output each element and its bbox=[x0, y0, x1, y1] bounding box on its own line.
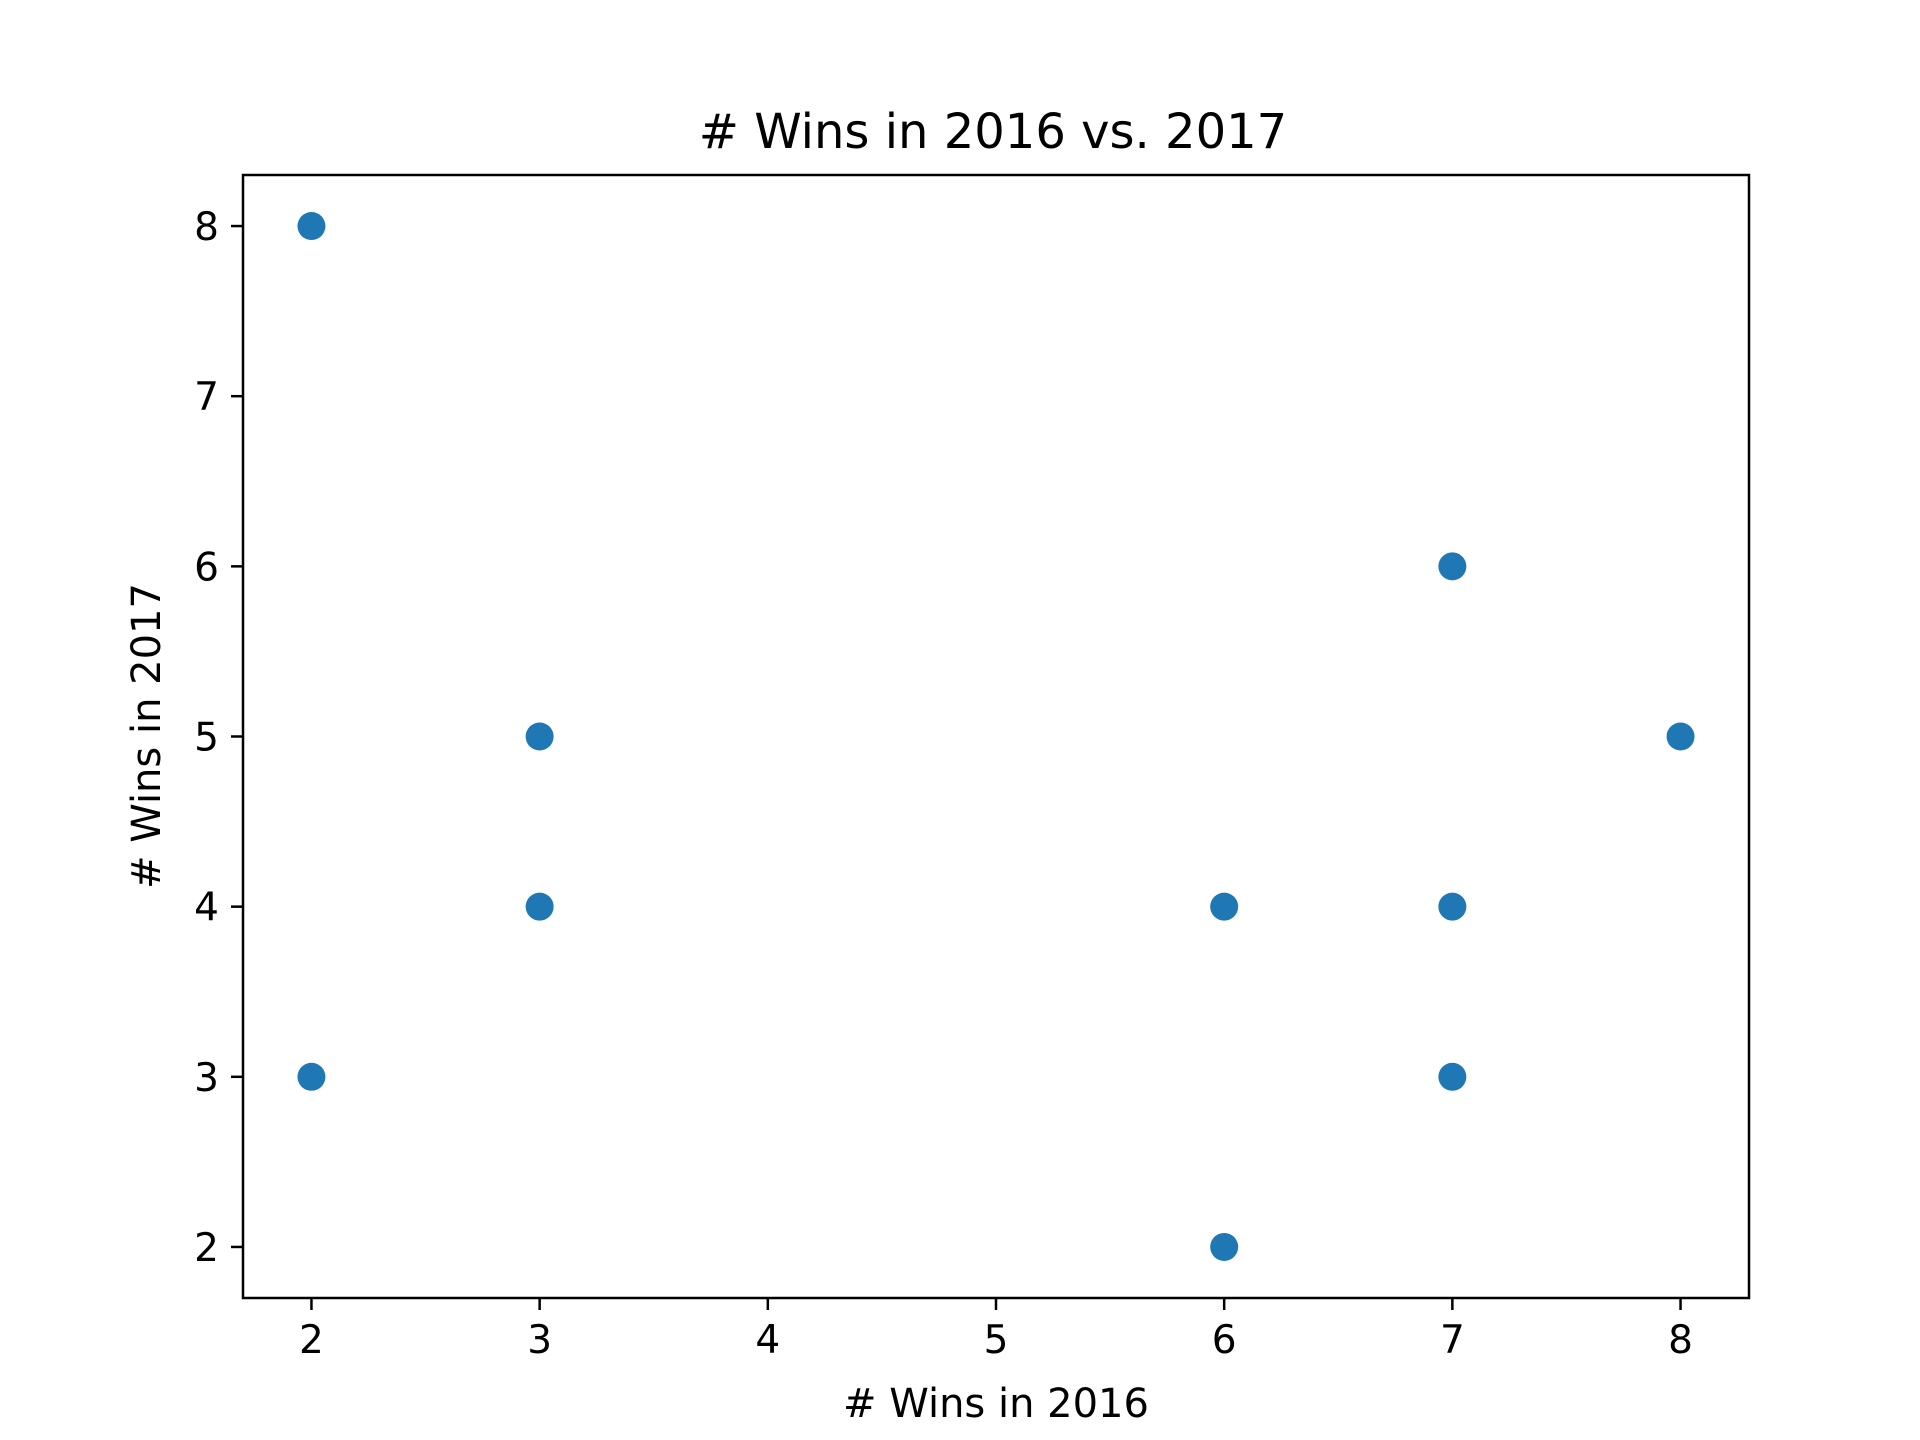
scatter-point bbox=[297, 212, 326, 241]
scatter-point bbox=[1666, 722, 1695, 751]
axes-frame bbox=[241, 173, 1751, 1300]
y-tick-label: 6 bbox=[194, 545, 219, 590]
y-axis: 2 3 4 5 6 7 8 bbox=[194, 205, 243, 1271]
scatter-points bbox=[297, 212, 1695, 1261]
x-tick-label: 3 bbox=[527, 1318, 552, 1363]
y-tick-label: 3 bbox=[194, 1056, 219, 1101]
scatter-point bbox=[525, 722, 554, 751]
scatter-point bbox=[525, 892, 554, 921]
y-axis-label: # Wins in 2017 bbox=[124, 583, 170, 889]
x-tick-label: 5 bbox=[984, 1318, 1009, 1363]
x-tick-label: 6 bbox=[1212, 1318, 1237, 1363]
x-tick-label: 8 bbox=[1668, 1318, 1693, 1363]
scatter-point bbox=[1438, 1062, 1467, 1091]
y-tick-label: 4 bbox=[194, 886, 219, 931]
scatter-point bbox=[297, 1062, 326, 1091]
chart-title: # Wins in 2016 vs. 2017 bbox=[699, 104, 1287, 160]
x-tick-label: 2 bbox=[299, 1318, 324, 1363]
x-tick-label: 7 bbox=[1440, 1318, 1465, 1363]
x-tick-label: 4 bbox=[755, 1318, 780, 1363]
scatter-point bbox=[1210, 892, 1239, 921]
y-tick-label: 8 bbox=[194, 205, 219, 250]
x-axis: 2 3 4 5 6 7 8 bbox=[299, 1298, 1693, 1363]
scatter-point bbox=[1438, 552, 1467, 581]
scatter-point bbox=[1438, 892, 1467, 921]
scatter-point bbox=[1210, 1232, 1239, 1261]
x-axis-label: # Wins in 2016 bbox=[843, 1381, 1149, 1427]
y-tick-label: 2 bbox=[194, 1226, 219, 1271]
y-tick-label: 5 bbox=[194, 716, 219, 761]
y-tick-label: 7 bbox=[194, 375, 219, 420]
